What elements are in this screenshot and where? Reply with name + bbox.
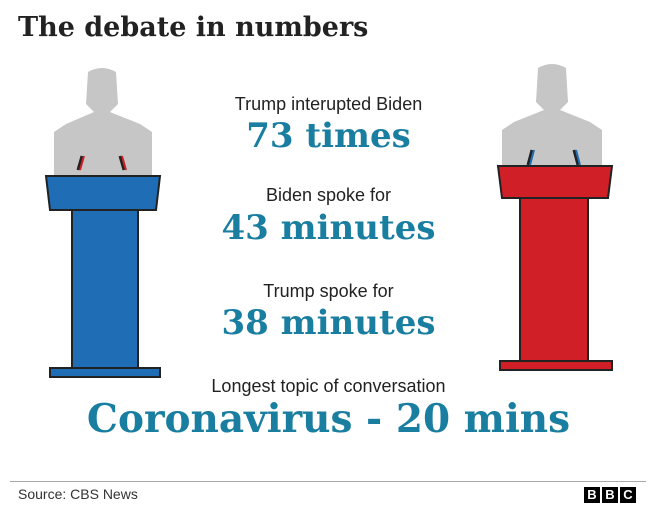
right-podium bbox=[496, 64, 614, 371]
divider bbox=[10, 481, 646, 482]
stat-value: 43 minutes bbox=[221, 208, 436, 248]
left-podium bbox=[44, 68, 162, 378]
source: Source: CBS News bbox=[18, 486, 138, 502]
stat-label: Biden spoke for bbox=[265, 185, 392, 205]
stat-value: 38 minutes bbox=[221, 303, 436, 343]
stat-label: Trump interupted Biden bbox=[234, 94, 423, 114]
logo-letter: B bbox=[584, 487, 600, 503]
logo-letter: B bbox=[602, 487, 618, 503]
title: The debate in numbers bbox=[18, 12, 369, 43]
logo: B B C bbox=[584, 487, 636, 503]
stat-label: Longest topic of conversation bbox=[211, 376, 446, 396]
stat-value: 73 times bbox=[246, 116, 411, 156]
stat-label: Trump spoke for bbox=[263, 281, 394, 301]
stat-value: Coronavirus - 20 mins bbox=[86, 396, 571, 442]
logo-letter: C bbox=[620, 487, 636, 503]
